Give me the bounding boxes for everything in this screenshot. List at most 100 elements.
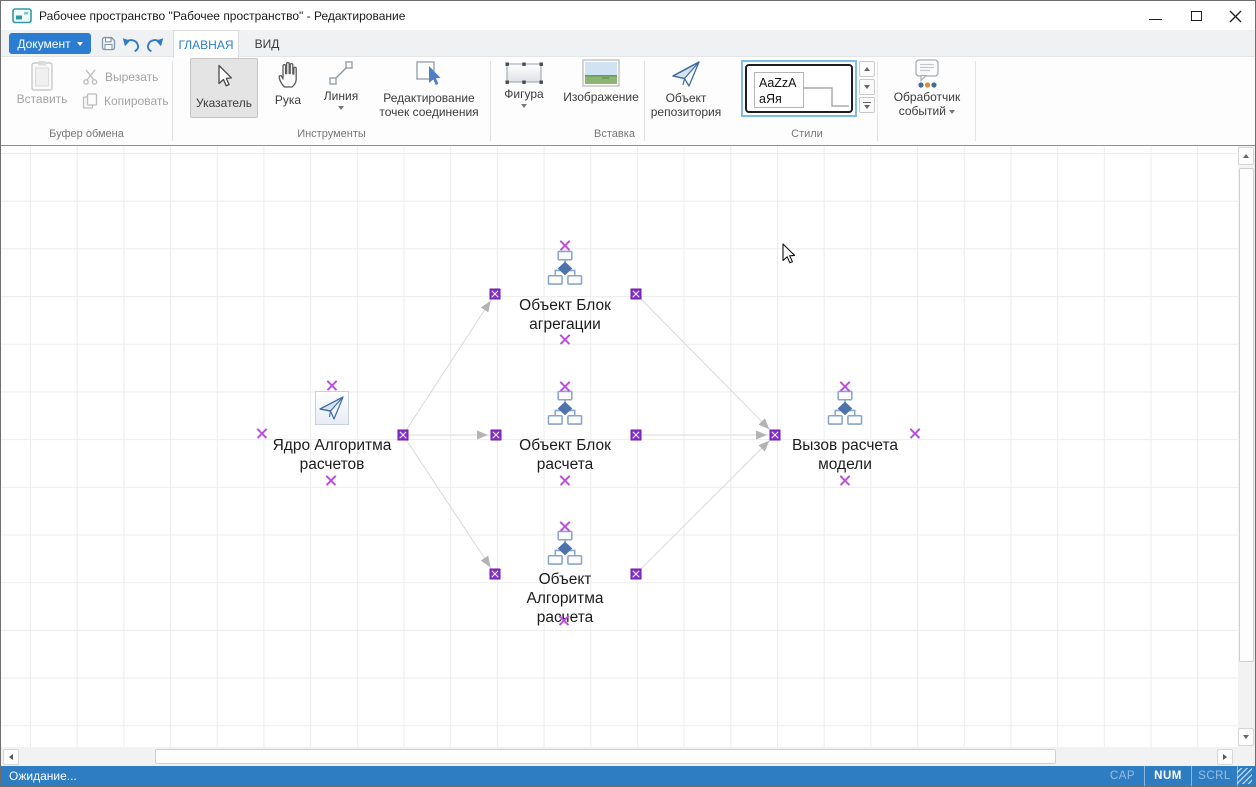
- chevron-down-icon: [864, 104, 870, 109]
- node-label[interactable]: Объект Блок расчета: [519, 437, 611, 473]
- resize-grip[interactable]: [1237, 768, 1252, 784]
- save-icon: [101, 36, 115, 51]
- gallery-expand-button[interactable]: [859, 97, 875, 113]
- status-bar: Ожидание... CAP NUM SCRL: [1, 766, 1255, 786]
- connection-point[interactable]: [840, 381, 851, 392]
- node-label[interactable]: Вызов расчета модели: [791, 437, 899, 473]
- cut-button[interactable]: Вырезать: [82, 69, 158, 85]
- scroll-up-button[interactable]: [1238, 147, 1254, 165]
- node-label[interactable]: Ядро Алгоритма расчетов: [272, 437, 392, 473]
- node-label[interactable]: Объект Алгоритма расчета: [526, 571, 604, 626]
- window-title: Рабочее пространство "Рабочее пространст…: [39, 9, 406, 23]
- connection-line[interactable]: [635, 434, 776, 575]
- paper-plane-icon[interactable]: [315, 391, 349, 425]
- org-chart-icon[interactable]: [547, 530, 583, 566]
- org-chart-icon[interactable]: [547, 250, 583, 286]
- chevron-down-icon: [521, 104, 527, 108]
- connection-point[interactable]: [560, 334, 571, 345]
- connection-arrowhead: [477, 430, 488, 440]
- image-button[interactable]: Изображение: [557, 59, 645, 104]
- line-label: Линия: [323, 89, 359, 103]
- chevron-up-icon: [1243, 154, 1249, 158]
- document-menu-button[interactable]: Документ: [9, 33, 91, 54]
- save-button[interactable]: [98, 34, 118, 53]
- connection-point[interactable]: [560, 381, 571, 392]
- tab-view[interactable]: ВИД: [243, 30, 291, 57]
- group-divider: [975, 61, 976, 141]
- gallery-scroll-up-button[interactable]: [859, 61, 875, 77]
- paste-label: Вставить: [16, 92, 68, 106]
- org-chart-icon[interactable]: [547, 390, 583, 426]
- chevron-up-icon: [864, 67, 870, 71]
- maximize-button[interactable]: [1178, 2, 1214, 30]
- tab-home-label: ГЛАВНАЯ: [178, 37, 234, 52]
- connection-point[interactable]: [560, 240, 571, 251]
- connection-point[interactable]: [326, 475, 337, 486]
- hand-tool-button[interactable]: Рука: [262, 59, 314, 107]
- connection-arrowhead: [480, 300, 491, 313]
- connection-arrowhead: [758, 418, 770, 430]
- connection-point[interactable]: [840, 475, 851, 486]
- pointer-tool-button[interactable]: Указатель: [190, 58, 258, 118]
- connection-port[interactable]: [490, 429, 502, 441]
- connection-port[interactable]: [397, 429, 409, 441]
- shape-button[interactable]: Фигура: [495, 59, 553, 108]
- node-label[interactable]: Объект Блок агрегации: [519, 297, 611, 333]
- undo-icon: [122, 38, 139, 52]
- redo-button[interactable]: [144, 34, 164, 53]
- connection-port[interactable]: [489, 288, 501, 300]
- group-divider: [644, 61, 645, 141]
- paste-button[interactable]: Вставить: [15, 60, 69, 106]
- shape-label: Фигура: [504, 87, 544, 101]
- horizontal-scrollbar[interactable]: [1, 747, 1255, 766]
- repository-object-button[interactable]: Объект репозитория: [647, 59, 725, 119]
- event-handler-bubble-icon: [915, 59, 939, 88]
- group-label-insert: Вставка: [594, 128, 635, 140]
- connection-line[interactable]: [402, 434, 496, 575]
- scroll-down-button[interactable]: [1238, 728, 1254, 746]
- connection-point[interactable]: [910, 428, 921, 439]
- scroll-left-button[interactable]: [3, 748, 19, 765]
- tab-view-label: ВИД: [254, 36, 280, 51]
- connection-port[interactable]: [769, 429, 781, 441]
- close-icon: [1229, 10, 1241, 22]
- chevron-down-icon: [864, 85, 870, 89]
- vertical-scroll-thumb[interactable]: [1238, 168, 1254, 662]
- connection-arrowhead: [480, 555, 491, 568]
- undo-button[interactable]: [121, 34, 141, 53]
- connection-port[interactable]: [630, 429, 642, 441]
- connection-arrowhead: [756, 430, 767, 440]
- edit-connection-points-icon: [416, 61, 441, 85]
- connection-port[interactable]: [630, 288, 642, 300]
- scroll-right-button[interactable]: [1217, 748, 1233, 765]
- connection-port[interactable]: [489, 568, 501, 580]
- style-gallery[interactable]: AaZzA аЯя: [741, 60, 857, 117]
- redo-icon: [146, 38, 163, 52]
- connection-port[interactable]: [630, 568, 642, 580]
- chevron-down-icon: [76, 41, 83, 46]
- copy-button[interactable]: Копировать: [82, 93, 169, 109]
- tab-home[interactable]: ГЛАВНАЯ: [173, 30, 239, 58]
- connection-line[interactable]: [635, 293, 776, 436]
- minimize-button[interactable]: [1137, 2, 1173, 30]
- group-label-clipboard: Буфер обмена: [49, 128, 124, 140]
- close-button[interactable]: [1217, 2, 1253, 30]
- connection-point[interactable]: [559, 615, 570, 626]
- diagram-canvas[interactable]: Ядро Алгоритма расчетов Объект Блок агрег…: [1, 146, 1238, 747]
- connection-point[interactable]: [327, 380, 338, 391]
- connection-point[interactable]: [257, 428, 268, 439]
- horizontal-scroll-thumb[interactable]: [155, 748, 1056, 764]
- vertical-scrollbar[interactable]: [1238, 146, 1255, 747]
- line-tool-button[interactable]: Линия: [316, 59, 366, 110]
- gallery-scroll-down-button[interactable]: [859, 79, 875, 95]
- style-preview-stepline: [803, 87, 849, 107]
- event-handler-button[interactable]: Обработчик событий: [885, 58, 969, 118]
- org-chart-icon[interactable]: [827, 390, 863, 426]
- connection-point[interactable]: [560, 475, 571, 486]
- connection-line[interactable]: [402, 293, 496, 436]
- connection-point[interactable]: [560, 521, 571, 532]
- hand-icon: [278, 62, 297, 88]
- line-segment-icon: [329, 61, 353, 85]
- edit-connection-points-button[interactable]: Редактирование точек соединения: [369, 59, 489, 119]
- title-bar: Рабочее пространство "Рабочее пространст…: [1, 1, 1255, 30]
